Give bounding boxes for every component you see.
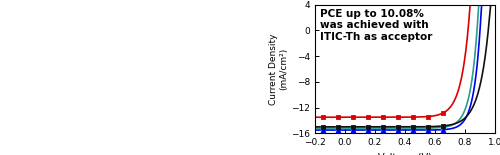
- X-axis label: Voltage (V): Voltage (V): [378, 153, 432, 155]
- Y-axis label: Current Density
(mA/cm²): Current Density (mA/cm²): [269, 33, 288, 105]
- Text: PCE up to 10.08%
was achieved with
ITIC-Th as acceptor: PCE up to 10.08% was achieved with ITIC-…: [320, 9, 433, 42]
